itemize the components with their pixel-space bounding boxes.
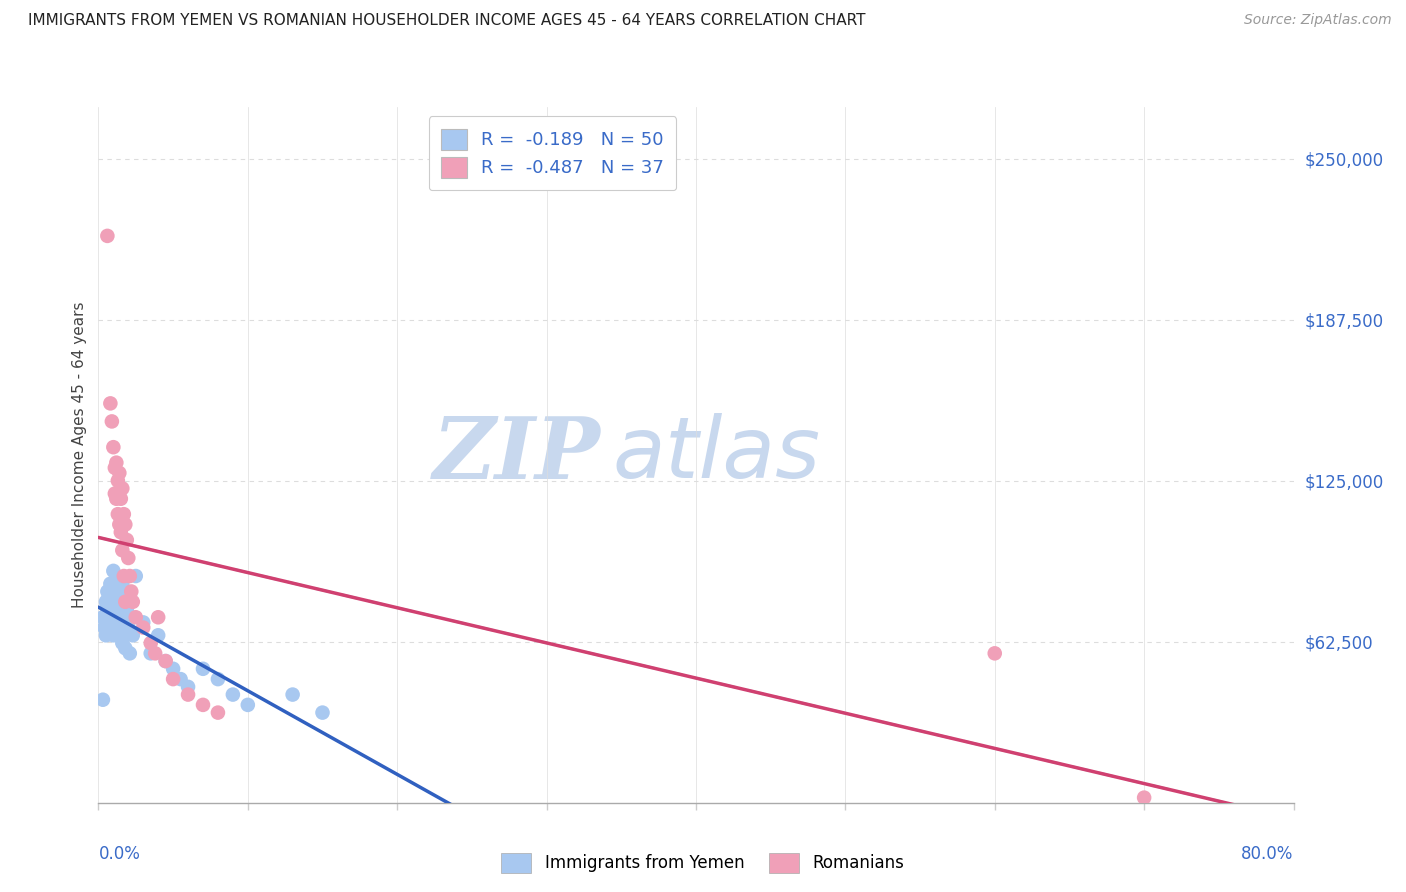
Point bbox=[155, 654, 177, 668]
Point bbox=[97, 590, 120, 604]
Point bbox=[148, 610, 170, 624]
Point bbox=[139, 646, 162, 660]
Point bbox=[110, 599, 132, 614]
Text: ZIP: ZIP bbox=[433, 413, 600, 497]
Point bbox=[236, 698, 259, 712]
Point bbox=[132, 615, 155, 630]
Text: atlas: atlas bbox=[612, 413, 820, 497]
Point bbox=[108, 610, 131, 624]
Point bbox=[98, 610, 122, 624]
Point bbox=[108, 466, 131, 480]
Point bbox=[101, 621, 124, 635]
Point bbox=[107, 474, 129, 488]
Point bbox=[112, 569, 135, 583]
Legend: Immigrants from Yemen, Romanians: Immigrants from Yemen, Romanians bbox=[495, 847, 911, 880]
Point bbox=[1133, 790, 1156, 805]
Point bbox=[97, 615, 120, 630]
Point bbox=[98, 396, 122, 410]
Point bbox=[121, 595, 143, 609]
Point bbox=[112, 507, 135, 521]
Point bbox=[120, 610, 142, 624]
Point bbox=[311, 706, 333, 720]
Point bbox=[207, 706, 229, 720]
Y-axis label: Householder Income Ages 45 - 64 years: Householder Income Ages 45 - 64 years bbox=[72, 301, 87, 608]
Point bbox=[114, 590, 136, 604]
Point bbox=[103, 628, 125, 642]
Point bbox=[983, 646, 1005, 660]
Point bbox=[108, 584, 131, 599]
Point bbox=[111, 636, 134, 650]
Point bbox=[132, 621, 155, 635]
Point bbox=[107, 621, 129, 635]
Point bbox=[120, 584, 142, 599]
Point bbox=[139, 636, 162, 650]
Point bbox=[118, 569, 141, 583]
Point bbox=[94, 595, 117, 609]
Point bbox=[105, 491, 128, 506]
Point bbox=[107, 507, 129, 521]
Point bbox=[110, 491, 132, 506]
Point bbox=[110, 628, 132, 642]
Point bbox=[103, 602, 125, 616]
Point bbox=[104, 486, 127, 500]
Point bbox=[162, 672, 184, 686]
Point bbox=[111, 482, 134, 496]
Text: 80.0%: 80.0% bbox=[1241, 845, 1294, 863]
Point bbox=[117, 551, 139, 566]
Point bbox=[96, 228, 118, 243]
Point bbox=[91, 610, 114, 624]
Point bbox=[148, 628, 170, 642]
Point bbox=[155, 654, 177, 668]
Point bbox=[222, 688, 245, 702]
Point bbox=[108, 517, 131, 532]
Point bbox=[118, 646, 141, 660]
Point bbox=[143, 646, 166, 660]
Text: IMMIGRANTS FROM YEMEN VS ROMANIAN HOUSEHOLDER INCOME AGES 45 - 64 YEARS CORRELAT: IMMIGRANTS FROM YEMEN VS ROMANIAN HOUSEH… bbox=[28, 13, 866, 29]
Point bbox=[91, 692, 114, 706]
Point bbox=[114, 595, 136, 609]
Point bbox=[93, 621, 115, 635]
Point bbox=[177, 680, 200, 694]
Point bbox=[191, 662, 214, 676]
Point bbox=[121, 628, 143, 642]
Point bbox=[207, 672, 229, 686]
Point bbox=[125, 610, 148, 624]
Point bbox=[111, 576, 134, 591]
Point bbox=[281, 688, 304, 702]
Point bbox=[191, 698, 214, 712]
Point bbox=[114, 641, 136, 656]
Point bbox=[125, 569, 148, 583]
Point bbox=[114, 517, 136, 532]
Point bbox=[104, 460, 127, 475]
Point bbox=[104, 615, 127, 630]
Point bbox=[107, 595, 129, 609]
Point bbox=[162, 662, 184, 676]
Point bbox=[105, 576, 128, 591]
Point bbox=[94, 628, 117, 642]
Point bbox=[115, 602, 138, 616]
Point bbox=[110, 525, 132, 540]
Point bbox=[177, 688, 200, 702]
Point bbox=[103, 440, 125, 454]
Point bbox=[117, 621, 139, 635]
Text: Source: ZipAtlas.com: Source: ZipAtlas.com bbox=[1244, 13, 1392, 28]
Point bbox=[105, 456, 128, 470]
Point bbox=[169, 672, 191, 686]
Point bbox=[104, 590, 127, 604]
Point bbox=[101, 595, 124, 609]
Point bbox=[115, 533, 138, 547]
Text: 0.0%: 0.0% bbox=[98, 845, 141, 863]
Point bbox=[98, 576, 122, 591]
Point bbox=[105, 607, 128, 622]
Legend: R =  -0.189   N = 50, R =  -0.487   N = 37: R = -0.189 N = 50, R = -0.487 N = 37 bbox=[429, 116, 676, 190]
Point bbox=[103, 564, 125, 578]
Point bbox=[96, 584, 118, 599]
Point bbox=[111, 543, 134, 558]
Point bbox=[112, 615, 135, 630]
Point bbox=[96, 602, 118, 616]
Point bbox=[101, 414, 124, 428]
